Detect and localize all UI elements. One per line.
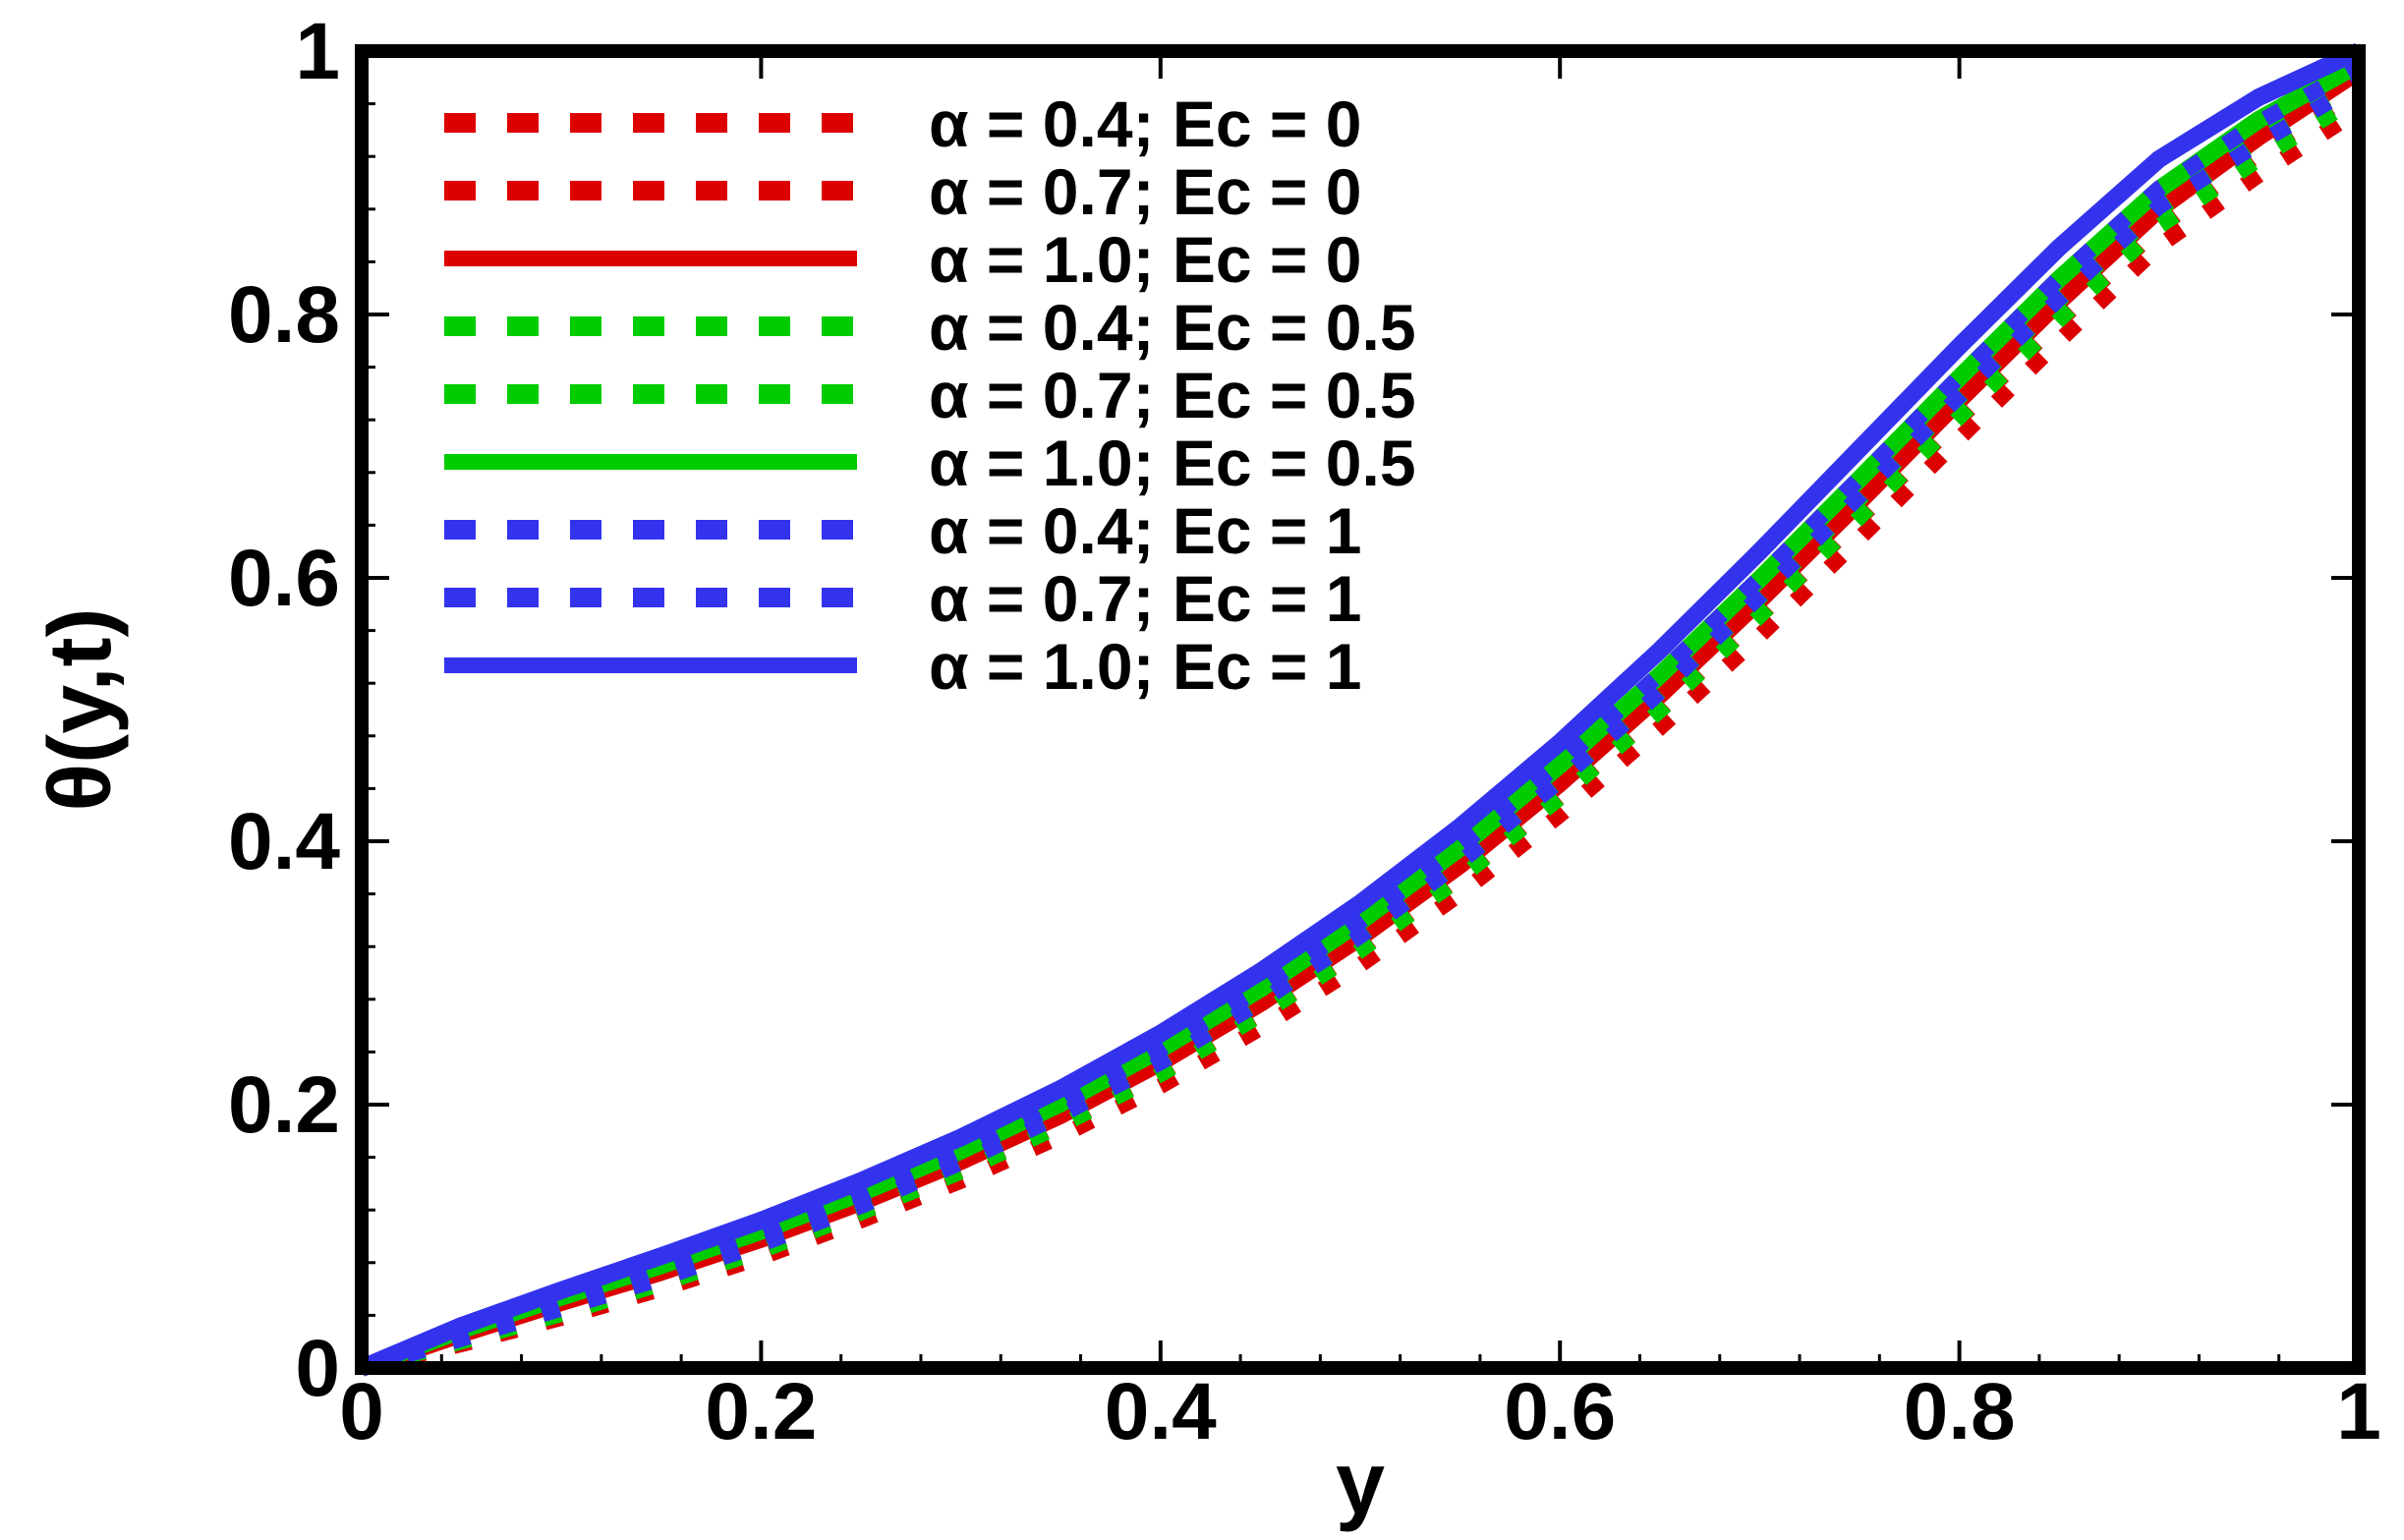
ticks-layer: 0 0.2 0.4 0.6 0.8 1 0 0.2 0.4 0.6 0.8 1	[228, 7, 2381, 1456]
x-tick-label: 0	[339, 1367, 384, 1456]
legend-label-9: α = 1.0; Ec = 1	[929, 630, 1362, 703]
x-tick-label: 1	[2336, 1367, 2381, 1456]
y-axis-title: θ(y,t)	[31, 608, 130, 812]
legend-label-5: α = 0.7; Ec = 0.5	[929, 359, 1416, 431]
legend-label-1: α = 0.4; Ec = 0	[929, 87, 1362, 160]
y-tick-label: 0.2	[228, 1060, 340, 1150]
series-layer	[358, 42, 2364, 1377]
y-tick-label: 0.4	[228, 797, 340, 886]
x-tick-label: 0.4	[1105, 1367, 1217, 1456]
series-line-7	[359, 77, 2364, 1376]
series-line-8	[359, 60, 2363, 1376]
x-tick-label: 0.2	[705, 1367, 817, 1456]
series-line-9	[358, 42, 2363, 1377]
y-tick-label: 0.8	[228, 270, 340, 360]
legend-label-2: α = 0.7; Ec = 0	[929, 155, 1362, 228]
legend-label-4: α = 0.4; Ec = 0.5	[929, 291, 1416, 364]
legend-label-8: α = 0.7; Ec = 1	[929, 562, 1362, 635]
legend-label-3: α = 1.0; Ec = 0	[929, 223, 1362, 296]
legend: α = 0.4; Ec = 0α = 0.7; Ec = 0α = 1.0; E…	[444, 87, 1416, 703]
y-tick-label: 0	[295, 1324, 340, 1413]
legend-label-7: α = 0.4; Ec = 1	[929, 494, 1362, 567]
x-axis-title: y	[1336, 1435, 1385, 1533]
y-tick-label: 0.6	[228, 534, 340, 623]
x-tick-label: 0.8	[1904, 1367, 2016, 1456]
legend-label-6: α = 1.0; Ec = 0.5	[929, 427, 1416, 499]
y-tick-label: 1	[295, 7, 340, 96]
plot-frame	[355, 44, 2366, 1375]
x-tick-label: 0.6	[1504, 1367, 1616, 1456]
